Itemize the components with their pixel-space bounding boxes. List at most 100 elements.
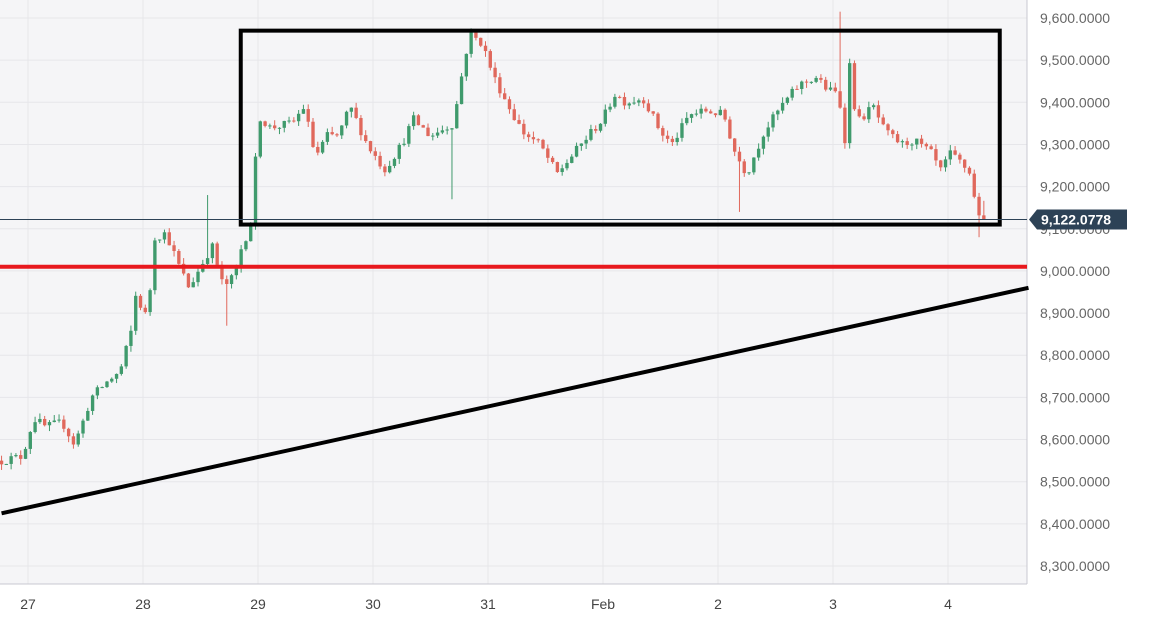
- y-tick-label: 9,500.0000: [1040, 52, 1110, 68]
- candle-up: [196, 271, 200, 283]
- candle-down: [421, 125, 425, 128]
- candle-down: [958, 154, 962, 160]
- candle-down: [62, 419, 66, 429]
- candle-down: [962, 159, 967, 168]
- candle-up: [574, 145, 579, 157]
- candle-down: [373, 151, 377, 156]
- candle-up: [397, 144, 401, 159]
- candle-down: [622, 96, 627, 106]
- candle-down: [646, 103, 651, 112]
- candle-up: [229, 275, 234, 284]
- plot-background: [0, 0, 1027, 584]
- last-price-tag: [1029, 209, 1127, 230]
- candle-up: [761, 136, 766, 149]
- candle-up: [277, 127, 282, 129]
- candle-up: [680, 123, 684, 138]
- x-tick-label: 3: [829, 596, 837, 612]
- candle-down: [426, 127, 430, 137]
- candle-down: [651, 111, 655, 114]
- candle-up: [33, 422, 37, 433]
- candle-down: [71, 436, 76, 445]
- candle-up: [915, 138, 919, 145]
- candle-up: [57, 419, 61, 421]
- candle-down: [220, 264, 224, 280]
- candle-up: [718, 109, 722, 116]
- candle-up: [124, 345, 128, 367]
- candle-up: [407, 126, 411, 144]
- candle-up: [411, 115, 416, 127]
- candle-up: [613, 96, 617, 107]
- candle-up: [900, 141, 905, 143]
- candle-down: [215, 243, 219, 265]
- candle-up: [608, 106, 612, 110]
- candle-down: [359, 117, 363, 136]
- candle-up: [756, 148, 761, 158]
- candle-up: [76, 433, 80, 445]
- candle-up: [598, 123, 603, 131]
- candle-up: [349, 107, 354, 112]
- candle-down: [670, 138, 675, 143]
- candle-up: [52, 420, 56, 423]
- candle-up: [258, 121, 262, 157]
- candle-up: [47, 422, 52, 426]
- candle-up: [747, 172, 751, 174]
- candle-down: [311, 121, 315, 147]
- candle-down: [972, 173, 976, 197]
- candle-up: [445, 129, 449, 131]
- candle-up: [210, 243, 215, 259]
- candle-down: [934, 149, 938, 161]
- candle-down: [661, 128, 665, 136]
- candle-up: [119, 366, 124, 374]
- candle-down: [967, 167, 972, 174]
- candle-up: [814, 77, 818, 82]
- x-tick-label: 27: [20, 596, 36, 612]
- candle-up: [100, 387, 104, 389]
- candle-up: [637, 100, 641, 103]
- y-tick-label: 8,600.0000: [1040, 432, 1110, 448]
- candle-down: [833, 87, 837, 92]
- candle-up: [86, 410, 90, 421]
- candle-down: [479, 37, 483, 46]
- candle-up: [469, 32, 473, 54]
- candle-up: [694, 113, 699, 115]
- candle-down: [939, 160, 943, 168]
- candle-down: [354, 107, 358, 118]
- candle-up: [239, 249, 243, 268]
- candle-down: [713, 113, 718, 116]
- candle-down: [517, 120, 521, 124]
- candle-up: [205, 258, 210, 264]
- candle-down: [66, 428, 71, 437]
- candle-down: [881, 117, 885, 125]
- candle-up: [459, 76, 464, 105]
- candle-down: [42, 418, 47, 426]
- candle-up: [689, 114, 694, 118]
- candle-down: [886, 124, 890, 131]
- candle-down: [704, 108, 708, 112]
- candle-down: [641, 100, 646, 104]
- candle-down: [263, 121, 267, 126]
- candle-up: [129, 330, 133, 346]
- candle-up: [387, 165, 392, 173]
- candle-down: [843, 107, 847, 144]
- candle-up: [776, 110, 780, 115]
- candle-up: [325, 132, 330, 142]
- candle-up: [450, 128, 454, 130]
- candle-up: [38, 418, 42, 423]
- candle-up: [579, 143, 584, 146]
- y-tick-label: 9,400.0000: [1040, 94, 1110, 110]
- candle-down: [186, 273, 191, 288]
- candle-up: [435, 132, 440, 136]
- candle-down: [177, 251, 181, 264]
- y-tick-label: 8,400.0000: [1040, 516, 1110, 532]
- candle-down: [493, 67, 497, 78]
- x-tick-label: 31: [480, 596, 496, 612]
- candle-down: [929, 146, 933, 150]
- candle-up: [440, 130, 445, 133]
- candle-up: [95, 387, 100, 396]
- candle-down: [416, 115, 421, 126]
- candle-up: [253, 156, 258, 227]
- candle-up: [148, 290, 152, 313]
- candles-group: [0, 11, 986, 470]
- candle-up: [828, 87, 833, 90]
- candle-down: [483, 45, 488, 52]
